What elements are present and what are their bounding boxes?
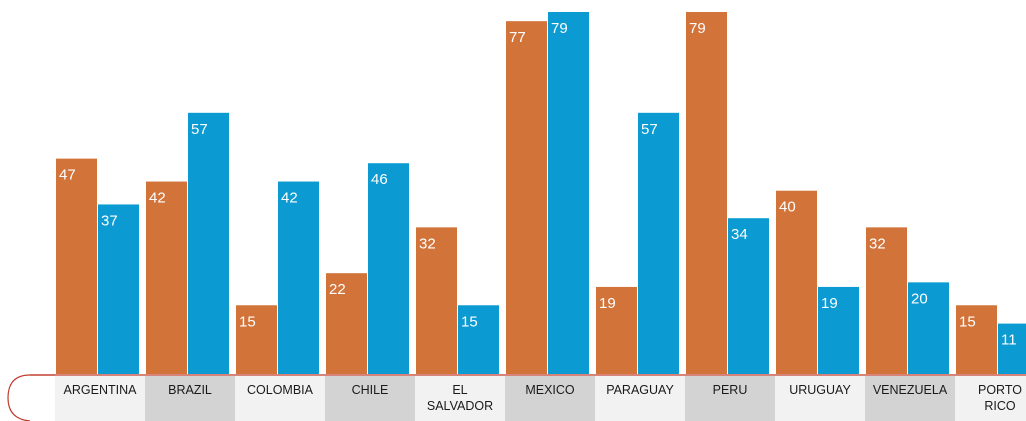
bar-series0-1 — [146, 181, 187, 374]
value-label-series1-10: 11 — [1001, 332, 1017, 349]
value-label-series0-5: 77 — [509, 29, 526, 46]
bar-series0-7 — [686, 12, 727, 374]
value-label-series0-1: 42 — [149, 190, 166, 207]
category-label-10: PORTO RICO — [978, 383, 1022, 413]
category-label-8: URUGUAY — [789, 383, 851, 397]
bar-series1-5 — [548, 12, 589, 374]
bar-series0-0 — [56, 158, 97, 374]
value-label-series0-0: 47 — [59, 167, 76, 184]
bar-series1-4 — [458, 305, 499, 374]
bar-series1-2 — [278, 181, 319, 374]
bar-series0-3 — [326, 273, 367, 374]
category-cell-9 — [865, 376, 955, 421]
bar-series0-2 — [236, 305, 277, 374]
category-label-5: MEXICO — [525, 383, 575, 397]
value-label-series1-5: 79 — [551, 20, 568, 37]
bar-series0-9 — [866, 227, 907, 374]
value-label-series0-6: 19 — [599, 295, 616, 312]
bar-series0-5 — [506, 21, 547, 375]
value-label-series1-0: 37 — [101, 212, 118, 229]
bar-series1-8 — [818, 286, 859, 374]
category-band-outline — [7, 374, 55, 421]
value-label-series1-8: 19 — [821, 295, 838, 312]
bar-series1-7 — [728, 218, 769, 374]
category-label-2: COLOMBIA — [247, 383, 314, 397]
value-label-series1-6: 57 — [641, 121, 658, 138]
value-label-series1-3: 46 — [371, 171, 388, 188]
bar-series1-1 — [188, 112, 229, 375]
category-label-6: PARAGUAY — [606, 383, 674, 397]
category-cell-6 — [595, 376, 685, 421]
category-band — [7, 374, 1026, 421]
value-label-series0-4: 32 — [419, 235, 436, 252]
category-label-9: VENEZUELA — [873, 383, 948, 397]
value-label-series0-7: 79 — [689, 20, 706, 37]
bar-series0-6 — [596, 286, 637, 374]
category-cell-3 — [325, 376, 415, 421]
category-label-3: CHILE — [352, 383, 389, 397]
category-cell-1 — [145, 376, 235, 421]
category-label-4: EL SALVADOR — [427, 383, 493, 413]
category-labels: ARGENTINA BRAZIL COLOMBIA CHILE EL SALVADOR ME… — [64, 383, 1023, 413]
category-label-7: PERU — [713, 383, 748, 397]
category-label-1: BRAZIL — [168, 383, 212, 397]
value-label-series0-9: 32 — [869, 235, 886, 252]
bar-series1-3 — [368, 163, 409, 374]
bar-series1-0 — [98, 204, 139, 374]
category-label-0: ARGENTINA — [64, 383, 138, 397]
bar-series0-8 — [776, 190, 817, 374]
category-cell-10 — [955, 376, 1026, 421]
value-label-series1-9: 20 — [911, 290, 928, 307]
category-cell-5 — [505, 376, 595, 421]
category-cell-7 — [685, 376, 775, 421]
value-label-series0-10: 15 — [959, 313, 976, 330]
value-labels: 47 37 42 57 15 42 22 46 32 15 77 79 19 57 79 34 40 19 32 20… — [59, 20, 1017, 349]
value-label-series1-7: 34 — [731, 226, 748, 243]
bars — [56, 12, 1026, 375]
category-cell-8 — [775, 376, 865, 421]
category-cell-0 — [55, 376, 145, 421]
category-cell-4 — [415, 376, 505, 421]
value-label-series1-4: 15 — [461, 313, 478, 330]
value-label-series1-1: 57 — [191, 121, 208, 138]
bar-series1-9 — [908, 282, 949, 374]
bar-series0-4 — [416, 227, 457, 374]
value-label-series0-2: 15 — [239, 313, 256, 330]
value-label-series0-8: 40 — [779, 199, 796, 216]
bar-series1-10 — [998, 323, 1026, 374]
value-label-series1-2: 42 — [281, 190, 298, 207]
bar-series1-6 — [638, 112, 679, 375]
value-label-series0-3: 22 — [329, 281, 346, 298]
bar-series0-10 — [956, 305, 997, 374]
category-cell-2 — [235, 376, 325, 421]
